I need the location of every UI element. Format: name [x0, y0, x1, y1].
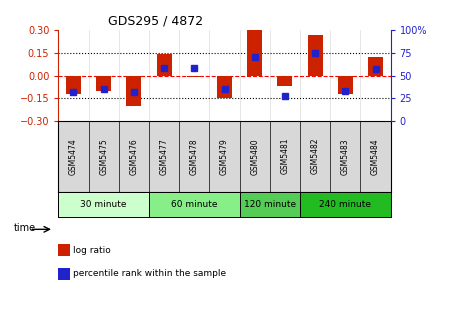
- Bar: [96, 76, 111, 91]
- Bar: [126, 76, 141, 106]
- Text: GSM5479: GSM5479: [220, 138, 229, 175]
- Bar: [157, 54, 172, 76]
- Text: GSM5475: GSM5475: [99, 138, 108, 175]
- Text: 60 minute: 60 minute: [171, 200, 218, 209]
- Bar: [338, 76, 353, 94]
- Text: 120 minute: 120 minute: [244, 200, 296, 209]
- Bar: [247, 30, 262, 76]
- Text: GSM5477: GSM5477: [159, 138, 168, 175]
- Text: GSM5478: GSM5478: [190, 138, 199, 175]
- Bar: [240, 192, 300, 217]
- Text: GSM5481: GSM5481: [281, 138, 290, 174]
- Bar: [187, 76, 202, 77]
- Bar: [58, 192, 149, 217]
- Bar: [308, 35, 323, 76]
- Bar: [368, 57, 383, 76]
- Text: GSM5482: GSM5482: [311, 138, 320, 174]
- Bar: [66, 76, 81, 94]
- Bar: [217, 76, 232, 98]
- Text: GSM5484: GSM5484: [371, 138, 380, 175]
- Bar: [277, 76, 292, 86]
- Bar: [300, 192, 391, 217]
- Text: GSM5476: GSM5476: [129, 138, 138, 175]
- Text: GDS295 / 4872: GDS295 / 4872: [108, 15, 203, 28]
- Text: GSM5474: GSM5474: [69, 138, 78, 175]
- Text: 240 minute: 240 minute: [319, 200, 371, 209]
- Text: GSM5483: GSM5483: [341, 138, 350, 175]
- Text: time: time: [13, 223, 35, 234]
- Text: GSM5480: GSM5480: [250, 138, 259, 175]
- Text: 30 minute: 30 minute: [80, 200, 127, 209]
- Text: percentile rank within the sample: percentile rank within the sample: [73, 269, 226, 278]
- Text: log ratio: log ratio: [73, 246, 110, 255]
- Bar: [149, 192, 240, 217]
